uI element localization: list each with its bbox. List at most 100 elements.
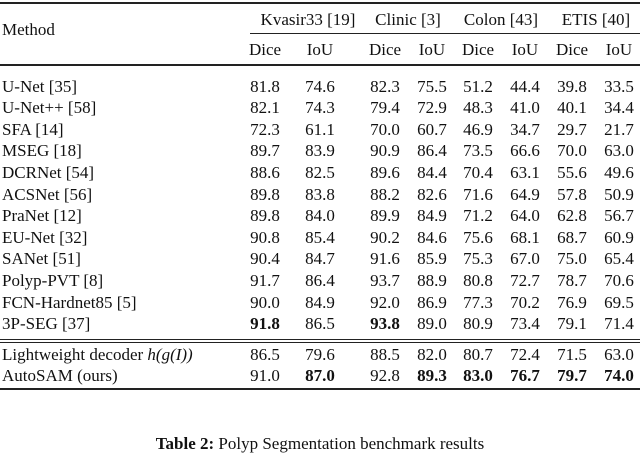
table-cell: 85.4 [305, 228, 335, 247]
bottom-rule [0, 388, 640, 390]
table-cell: 86.5 [305, 314, 335, 333]
table-cell: 86.5 [250, 345, 280, 364]
table-cell: 73.4 [510, 314, 540, 333]
method-header: Method [2, 20, 55, 39]
table-cell: 89.6 [370, 163, 400, 182]
method-name: U-Net [35] [2, 77, 78, 96]
table-cell: 89.8 [250, 185, 280, 204]
table-cell: 90.9 [370, 141, 400, 160]
table-cell: 33.5 [604, 77, 634, 96]
method-name: FCN-Hardnet85 [5] [2, 293, 137, 312]
table-cell: 61.1 [305, 120, 335, 139]
metric-header: Dice [461, 40, 495, 59]
table-cell: 75.0 [557, 249, 587, 268]
table-cell: 21.7 [604, 120, 634, 139]
table-cell: 62.8 [557, 206, 587, 225]
table-cell: 79.6 [305, 345, 335, 364]
table-cell: 72.4 [510, 345, 540, 364]
table-cell: 72.9 [417, 98, 447, 117]
table-cell: 93.8 [370, 314, 400, 333]
metric-header: Dice [368, 40, 402, 59]
table-cell: 60.9 [604, 228, 634, 247]
table-cell: 63.1 [510, 163, 540, 182]
table-cell: 83.9 [305, 141, 335, 160]
table-cell: 70.0 [557, 141, 587, 160]
table-cell: 64.9 [510, 185, 540, 204]
table-cell: 93.7 [370, 271, 400, 290]
table-cell: 88.2 [370, 185, 400, 204]
math-expression: h(g(I)) [147, 345, 193, 364]
top-rule [0, 2, 640, 4]
table-cell: 70.0 [370, 120, 400, 139]
table-cell: 81.8 [250, 77, 280, 96]
method-name: 3P-SEG [37] [2, 314, 91, 333]
table-cell: 55.6 [557, 163, 587, 182]
table-cell: 83.0 [463, 366, 493, 385]
table-cell: 29.7 [557, 120, 587, 139]
table-cell: 74.6 [305, 77, 335, 96]
table-cell: 40.1 [557, 98, 587, 117]
table-cell: 91.6 [370, 249, 400, 268]
header-rule [0, 64, 640, 66]
method-name: MSEG [18] [2, 141, 82, 160]
table-cell: 71.4 [604, 314, 634, 333]
table-cell: 82.0 [417, 345, 447, 364]
table-cell: 89.0 [417, 314, 447, 333]
method-name: EU-Net [32] [2, 228, 88, 247]
metric-header: IoU [306, 40, 334, 59]
table-cell: 74.3 [305, 98, 335, 117]
table-cell: 86.9 [417, 293, 447, 312]
table-cell: 89.3 [417, 366, 447, 385]
method-name: Polyp-PVT [8] [2, 271, 104, 290]
metric-header: IoU [605, 40, 633, 59]
method-name: Lightweight decoder h(g(I)) [2, 345, 193, 364]
table-cell: 57.8 [557, 185, 587, 204]
table-cell: 88.9 [417, 271, 447, 290]
table-cell: 89.7 [250, 141, 280, 160]
table-cell: 92.8 [370, 366, 400, 385]
table-cell: 90.2 [370, 228, 400, 247]
table-cell: 66.6 [510, 141, 540, 160]
table-cell: 86.4 [305, 271, 335, 290]
dataset-header: ETIS [40] [561, 10, 631, 29]
table-cell: 85.9 [417, 249, 447, 268]
table-cell: 44.4 [510, 77, 540, 96]
table-cell: 73.5 [463, 141, 493, 160]
table-cell: 71.6 [463, 185, 493, 204]
table-cell: 88.6 [250, 163, 280, 182]
method-name: U-Net++ [58] [2, 98, 97, 117]
table-cell: 63.0 [604, 345, 634, 364]
table-cell: 75.3 [463, 249, 493, 268]
table-cell: 39.8 [557, 77, 587, 96]
table-cell: 84.9 [417, 206, 447, 225]
table-cell: 76.7 [510, 366, 540, 385]
table-cell: 77.3 [463, 293, 493, 312]
table-cell: 91.7 [250, 271, 280, 290]
dataset-header: Clinic [3] [375, 10, 441, 29]
table-cell: 63.0 [604, 141, 634, 160]
table-cell: 79.7 [557, 366, 587, 385]
table-cell: 80.7 [463, 345, 493, 364]
table-cell: 88.5 [370, 345, 400, 364]
metric-header: Dice [555, 40, 589, 59]
table-cell: 84.0 [305, 206, 335, 225]
table-cell: 34.4 [604, 98, 634, 117]
table-cell: 34.7 [510, 120, 540, 139]
table-cell: 67.0 [510, 249, 540, 268]
table-cell: 78.7 [557, 271, 587, 290]
dataset-header: Colon [43] [463, 10, 539, 29]
table-cell: 91.8 [250, 314, 280, 333]
method-name: AutoSAM (ours) [2, 366, 118, 385]
metric-header: IoU [418, 40, 446, 59]
dataset-header: Kvasir33 [19] [260, 10, 356, 29]
table-cell: 79.4 [370, 98, 400, 117]
method-name: ACSNet [56] [2, 185, 93, 204]
table-cell: 82.6 [417, 185, 447, 204]
table-cell: 56.7 [604, 206, 634, 225]
table-cell: 70.6 [604, 271, 634, 290]
table-caption: Table 2: Polyp Segmentation benchmark re… [0, 434, 640, 454]
table-cell: 72.3 [250, 120, 280, 139]
table-cell: 84.7 [305, 249, 335, 268]
method-name: DCRNet [54] [2, 163, 95, 182]
table-cell: 70.4 [463, 163, 493, 182]
